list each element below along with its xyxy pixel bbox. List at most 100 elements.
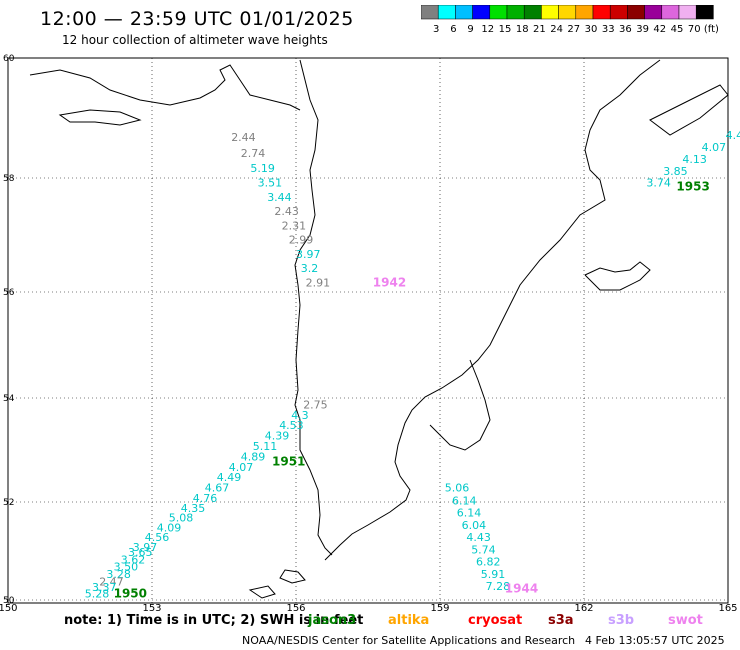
colorbar-label: 33 (602, 24, 615, 35)
colorbar-label: 18 (516, 24, 529, 35)
colorbar-label: 70 (688, 24, 701, 35)
colorbar-label: 27 (567, 24, 580, 35)
wave-height-value: 4.09 (157, 521, 182, 534)
credit-text: NOAA/NESDIS Center for Satellite Applica… (242, 634, 576, 647)
wave-height-value: 5.08 (169, 512, 194, 525)
wave-height-value: 3.85 (663, 165, 688, 178)
east-coast-south (429, 359, 491, 451)
wave-height-value: 4.43 (466, 531, 491, 544)
legend-s3a: s3a (548, 613, 574, 628)
wave-height-value: 4.13 (682, 153, 707, 166)
generation-timestamp: 4 Feb 13:05:57 UTC 2025 (585, 634, 725, 647)
map-title: 12:00 — 23:59 UTC 01/01/2025 (40, 8, 354, 30)
pass-id-label: 1951 (272, 455, 305, 469)
wave-height-value: 3.2 (301, 262, 319, 275)
wave-height-value: 4.53 (279, 419, 304, 432)
wave-height-value: 5.28 (85, 588, 110, 601)
colorbar-label: 39 (636, 24, 649, 35)
colorbar-label: 36 (619, 24, 632, 35)
wave-height-value: 2.91 (306, 276, 331, 289)
wave-height-value: 6.14 (457, 507, 482, 520)
lon-tick-label: 153 (142, 603, 161, 614)
colorbar-label: 42 (653, 24, 666, 35)
wave-height-value: 5.11 (253, 440, 277, 453)
wave-height-value: 4.56 (145, 531, 170, 544)
legend-altika: altika (388, 613, 430, 628)
lat-tick-label: 50 (3, 596, 15, 606)
karaginsky-island (649, 84, 729, 136)
colorbar-label: 3 (433, 24, 439, 35)
lat-tick-label: 54 (3, 394, 15, 404)
wave-height-value: 2.99 (289, 234, 314, 247)
lon-tick-label: 156 (286, 603, 305, 614)
wave-height-value: 2.31 (282, 219, 307, 232)
legend-cryosat: cryosat (468, 613, 523, 628)
wave-height-value: 4.39 (265, 430, 290, 443)
pass-id-label: 1944 (505, 582, 538, 596)
kamchatka-east-coast (584, 261, 651, 291)
wave-height-value: 2.47 (99, 575, 124, 588)
wave-height-value: 3.28 (106, 568, 130, 581)
wave-height-value: 4.35 (181, 502, 206, 515)
map-frame (7, 57, 729, 604)
lat-tick-label: 56 (3, 288, 15, 298)
wave-height-colorbar: 3 6 9 12 15 18 21 24 27 30 33 36 39 42 45 70 (ft) (421, 5, 719, 35)
kamchatka-west-coast (324, 59, 661, 561)
magadan-coast (29, 64, 301, 111)
map-subtitle: 12 hour collection of altimeter wave hei… (62, 33, 328, 47)
pass-id-label: 1950 (114, 587, 147, 601)
wave-height-value: 4.07 (702, 141, 727, 154)
wave-height-value: 3.97 (133, 541, 158, 554)
wave-height-value: 4.89 (241, 450, 265, 463)
lon-tick-label: 150 (0, 603, 18, 614)
wave-height-value: 3.44 (267, 191, 292, 204)
colorbar-label: (ft) (704, 24, 719, 35)
colorbar-label: 15 (499, 24, 512, 35)
axis-labels: 150 153 156 159 162 165 60 58 56 54 52 50 (0, 54, 738, 614)
wave-height-value: 6.82 (476, 556, 501, 569)
wave-height-value: 2.43 (274, 205, 299, 218)
kuril-island-a (279, 569, 306, 584)
colorbar-label: 9 (467, 24, 473, 35)
wave-height-value: 3.97 (296, 248, 321, 261)
wave-height-value: 2.74 (241, 147, 265, 160)
wave-height-value: 2.75 (303, 398, 328, 411)
wave-height-value: 3.74 (646, 177, 671, 190)
wave-height-value: 4.67 (205, 482, 230, 495)
wave-height-value: 4.49 (217, 471, 242, 484)
legend-jason3: jason3 (308, 613, 357, 628)
colorbar-label: 30 (585, 24, 598, 35)
wave-height-value: 4.07 (229, 461, 254, 474)
wave-height-value: 5.74 (471, 543, 496, 556)
lon-tick-label: 165 (718, 603, 737, 614)
wave-height-value: 7.28 (486, 580, 511, 593)
wave-height-value: 5.91 (481, 568, 506, 581)
colorbar-label: 21 (533, 24, 546, 35)
wave-height-value: 6.14 (452, 494, 477, 507)
units-note: note: 1) Time is in UTC; 2) SWH is in fe… (64, 613, 364, 628)
colorbar-label: 12 (481, 24, 494, 35)
colorbar-label: 24 (550, 24, 563, 35)
coastline (29, 59, 729, 599)
wave-height-value: 3.65 (128, 546, 153, 559)
wave-height-value: 5.06 (445, 482, 470, 495)
wave-height-value: 4.4 (726, 129, 740, 142)
wave-height-value: 4.3 (291, 409, 309, 422)
colorbar-label: 6 (450, 24, 456, 35)
wave-height-value: 6.04 (462, 519, 487, 532)
satellite-tracks: 2.442.745.193.513.442.432.312.993.973.22… (85, 129, 740, 601)
lat-tick-label: 60 (3, 54, 15, 64)
colorbar-label: 45 (671, 24, 684, 35)
colorbar-swatch (695, 5, 714, 20)
lon-tick-label: 159 (430, 603, 449, 614)
kuril-island-b (248, 585, 276, 599)
legend-s3b: s3b (608, 613, 635, 628)
koni-peninsula (58, 109, 142, 126)
wave-height-value: 3.37 (92, 581, 117, 594)
wave-height-value: 3.50 (114, 561, 139, 574)
okhotsk-coast (294, 59, 333, 556)
wave-height-value: 3.51 (258, 177, 283, 190)
pass-id-label: 1953 (676, 180, 709, 194)
lon-tick-label: 162 (574, 603, 593, 614)
